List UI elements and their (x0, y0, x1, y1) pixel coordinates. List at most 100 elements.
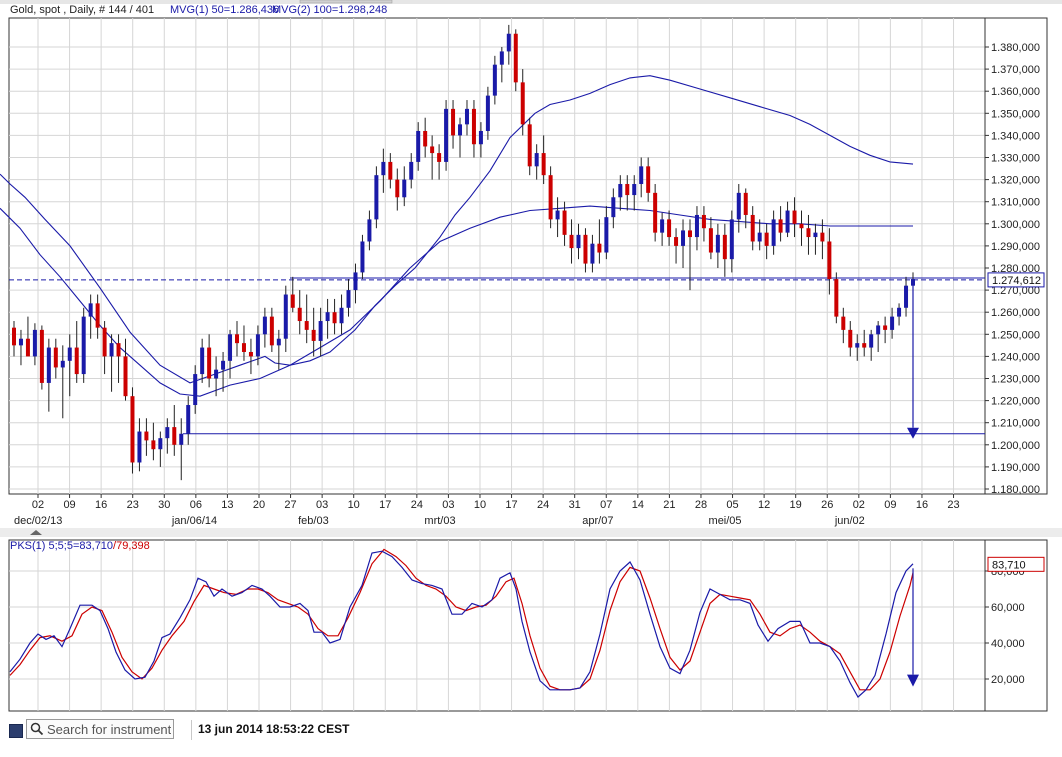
y-tick-label: 1.380,000 (991, 42, 1040, 54)
candle (416, 122, 421, 171)
x-tick-label: 06 (190, 499, 202, 511)
x-tick-label: 16 (916, 499, 928, 511)
candle (499, 47, 504, 83)
candle (771, 210, 776, 255)
candle-body (876, 325, 881, 335)
candle-body (186, 405, 191, 434)
y-tick-label: 1.320,000 (991, 175, 1040, 187)
candle (897, 303, 902, 326)
candle (123, 338, 128, 401)
candle-body (304, 321, 309, 330)
candle-body (325, 312, 330, 322)
x-tick-label: 16 (95, 499, 107, 511)
y-tick-label: 1.300,000 (991, 219, 1040, 231)
candle (109, 334, 114, 392)
y-tick-label: 1.360,000 (991, 86, 1040, 98)
candle (562, 201, 567, 246)
candle (834, 272, 839, 324)
candle (179, 418, 184, 481)
candle-body (339, 307, 344, 324)
y-tick-label: 1.200,000 (991, 440, 1040, 452)
candle (541, 135, 546, 185)
candle (200, 338, 205, 383)
candle (764, 223, 769, 260)
candle (458, 117, 463, 158)
candle-body (576, 234, 581, 249)
osc-y-tick-label: 60,000 (991, 602, 1025, 614)
candle-body (646, 166, 651, 193)
candle-body (241, 343, 246, 352)
candle-body (381, 161, 386, 176)
candle (701, 206, 706, 242)
candle-body (471, 108, 476, 145)
candle (827, 228, 832, 295)
candle-body (632, 184, 637, 196)
candle (81, 307, 86, 383)
candle (520, 69, 525, 136)
candle (437, 144, 442, 180)
x-tick-label: 17 (379, 499, 391, 511)
candle (360, 234, 365, 280)
candle (813, 223, 818, 255)
candle (464, 100, 469, 136)
candle-body (262, 316, 267, 335)
top-tab[interactable] (299, 0, 393, 4)
candle (736, 184, 741, 233)
x-month-label: apr/07 (582, 515, 613, 527)
candle (667, 210, 672, 246)
candle-body (862, 343, 867, 348)
candle (297, 290, 302, 335)
search-input[interactable] (47, 721, 171, 737)
candle (269, 307, 274, 352)
candle (235, 321, 240, 357)
candle-body (806, 228, 811, 238)
candle (681, 219, 686, 268)
search-icon[interactable] (30, 722, 44, 736)
app-menu-icon[interactable] (9, 724, 23, 738)
candle-body (562, 210, 567, 235)
candle (67, 334, 72, 397)
x-tick-label: 24 (411, 499, 423, 511)
candle (862, 329, 867, 357)
candle-body (25, 338, 30, 357)
candle-body (694, 214, 699, 238)
candle-body (569, 234, 574, 249)
candle-body (165, 427, 170, 439)
candle (527, 117, 532, 176)
candle (687, 219, 692, 291)
candle (388, 153, 393, 189)
candle-body (158, 438, 163, 450)
candle-body (520, 82, 525, 125)
candle-body (848, 329, 853, 348)
x-tick-label: 31 (569, 499, 581, 511)
stoch-d-line (9, 548, 914, 691)
candle-body (130, 396, 135, 463)
candle-body (221, 360, 226, 370)
candle (618, 175, 623, 211)
candle-body (228, 334, 233, 361)
candle-body (590, 243, 595, 264)
candle-body (597, 243, 602, 253)
candle-body (102, 327, 107, 357)
candle (674, 228, 679, 264)
candle-body (200, 347, 205, 375)
candle-body (478, 130, 483, 145)
candle (346, 279, 351, 317)
candle (32, 323, 37, 366)
search-box[interactable] (26, 719, 174, 739)
osc-value-label: 83,710 (992, 559, 1026, 571)
candle (492, 55, 497, 105)
candle (25, 316, 30, 357)
panel-collapse-icon[interactable] (30, 530, 42, 535)
x-tick-label: 13 (221, 499, 233, 511)
osc-value-box (987, 556, 1045, 572)
candle-body (757, 232, 762, 242)
candle (583, 228, 588, 273)
candle (471, 100, 476, 158)
candle (339, 294, 344, 335)
candle (60, 345, 65, 419)
candle (444, 100, 449, 171)
chart-title: Gold, spot , Daily, # 144 / 401 (10, 4, 154, 16)
candle-body (290, 294, 295, 308)
candle (144, 418, 149, 456)
